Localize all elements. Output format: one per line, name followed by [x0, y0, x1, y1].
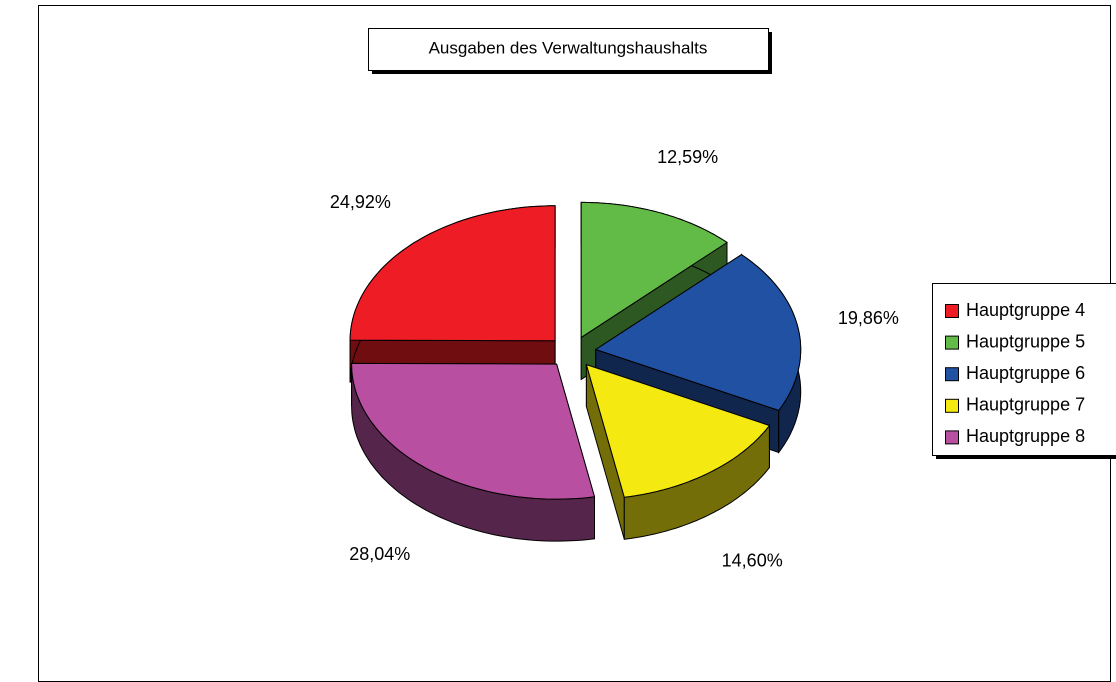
legend-swatch	[945, 398, 959, 413]
legend-swatch	[945, 367, 959, 382]
legend-label: Hauptgruppe 6	[966, 363, 1085, 383]
data-label: 19,86%	[838, 308, 899, 328]
slice	[594, 253, 802, 454]
slice-top	[580, 201, 728, 339]
legend-swatch	[945, 335, 959, 350]
pie	[349, 201, 802, 542]
legend-label: Hauptgruppe 5	[966, 331, 1085, 351]
legend-label: Hauptgruppe 4	[966, 300, 1085, 320]
chart-frame	[38, 5, 1111, 682]
chart-title: Ausgaben des Verwaltungshaushalts	[429, 38, 708, 57]
data-label: 24,92%	[330, 192, 391, 212]
data-label: 28,04%	[349, 544, 410, 564]
slice	[351, 362, 596, 542]
slice	[585, 363, 771, 540]
data-label: 12,59%	[657, 147, 718, 167]
data-label: 14,60%	[722, 551, 783, 571]
slice-top	[351, 362, 596, 500]
slice-top	[594, 253, 802, 411]
slice-top	[585, 363, 771, 498]
legend-box	[932, 283, 1116, 456]
legend-swatch	[945, 304, 959, 318]
legend-label: Hauptgruppe 8	[966, 426, 1085, 446]
legend-label: Hauptgruppe 7	[966, 395, 1085, 415]
legend-swatch	[945, 430, 959, 445]
slice-top	[349, 205, 556, 342]
title-box	[368, 28, 769, 71]
